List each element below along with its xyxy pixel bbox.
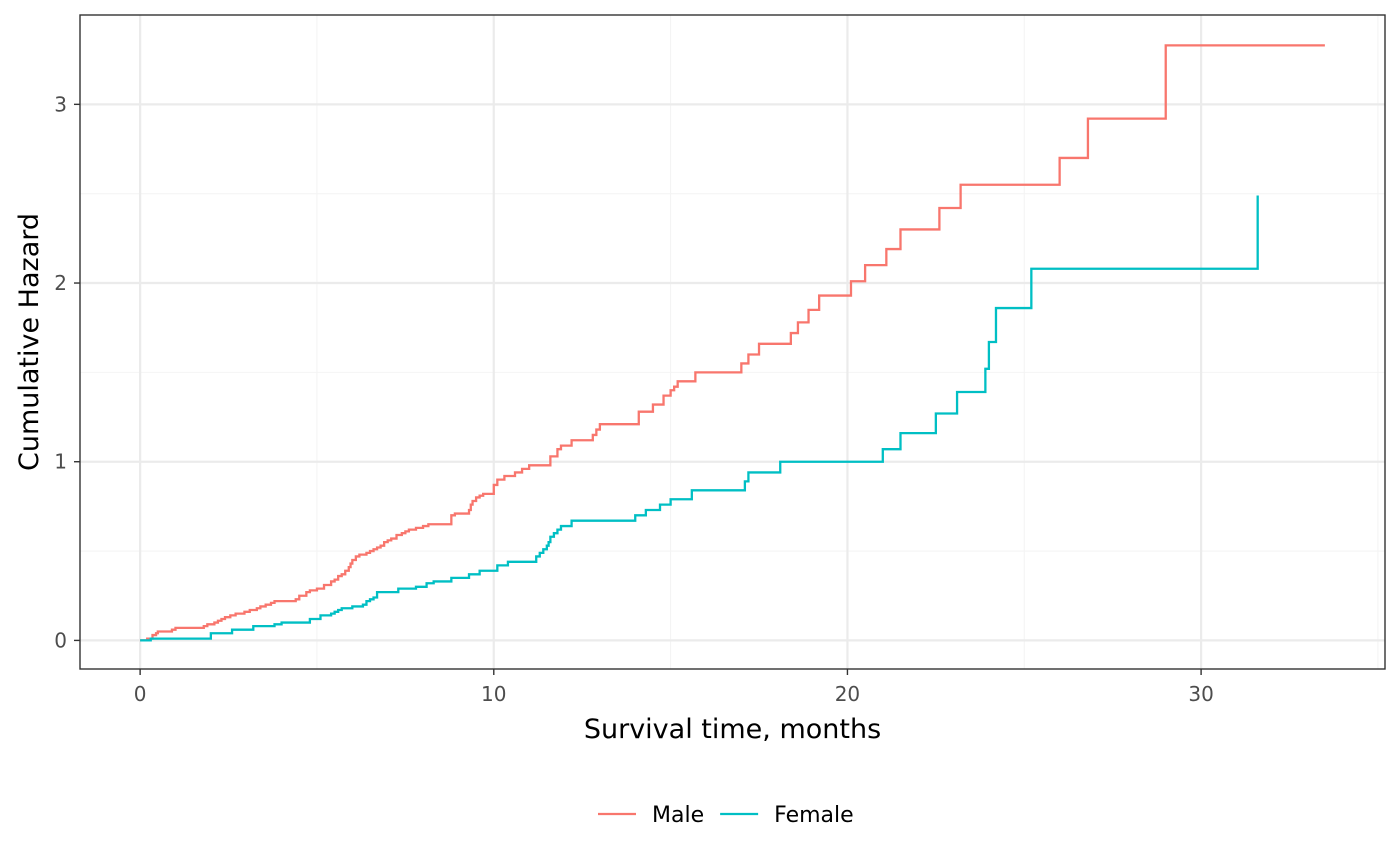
series-line-female	[140, 195, 1259, 642]
y-tick-label: 1	[54, 450, 67, 474]
series-lines	[140, 44, 1325, 642]
x-tick-label: 20	[835, 682, 860, 706]
x-tick-label: 0	[134, 682, 147, 706]
legend-item-male: Male	[598, 803, 704, 828]
x-axis-title: Survival time, months	[584, 714, 881, 745]
y-tick-label: 0	[54, 628, 67, 652]
legend-item-female: Female	[720, 803, 854, 828]
x-tick-label: 30	[1188, 682, 1213, 706]
y-tick-label: 3	[54, 92, 67, 116]
y-axis: 0 1 2 3	[54, 92, 80, 652]
series-line-male	[140, 44, 1325, 642]
x-tick-label: 10	[481, 682, 506, 706]
major-gridlines	[80, 15, 1385, 669]
legend-label-female: Female	[774, 803, 854, 828]
y-axis-title: Cumulative Hazard	[14, 213, 45, 471]
x-axis: 0 10 20 30	[134, 669, 1214, 706]
y-tick-label: 2	[54, 271, 67, 295]
legend-label-male: Male	[652, 803, 704, 828]
panel-border	[79, 14, 1386, 670]
legend: Male Female	[598, 803, 854, 828]
